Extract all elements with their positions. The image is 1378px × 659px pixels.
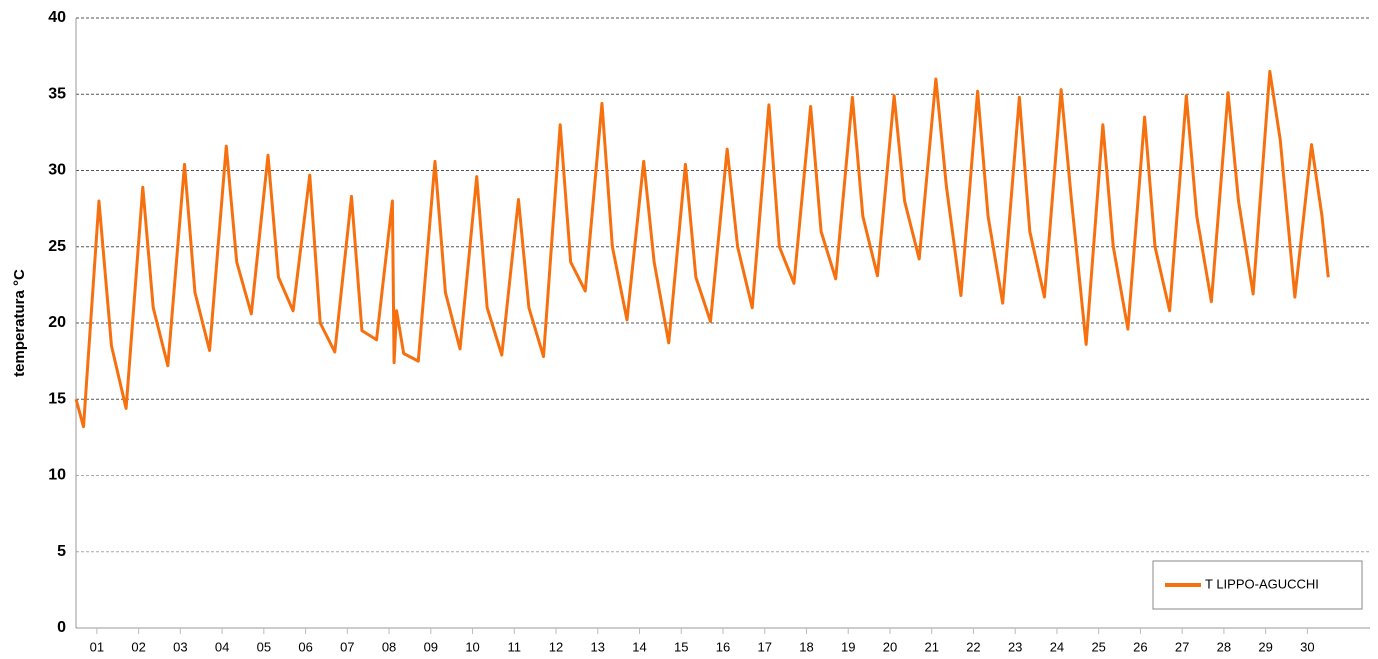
- x-tick-label: 25: [1091, 639, 1105, 654]
- x-tick-label: 16: [716, 639, 730, 654]
- legend-label: T LIPPO-AGUCCHI: [1205, 576, 1319, 591]
- y-tick-label: 40: [48, 9, 66, 26]
- x-tick-label: 19: [841, 639, 855, 654]
- x-tick-label: 27: [1175, 639, 1189, 654]
- x-tick-label: 21: [924, 639, 938, 654]
- x-tick-label: 24: [1050, 639, 1064, 654]
- x-tick-label: 04: [215, 639, 229, 654]
- x-tick-label: 05: [257, 639, 271, 654]
- x-tick-label: 07: [340, 639, 354, 654]
- x-tick-label: 23: [1008, 639, 1022, 654]
- x-tick-label: 13: [591, 639, 605, 654]
- x-tick-label: 12: [549, 639, 563, 654]
- line-series: [74, 69, 1330, 429]
- y-tick-label: 25: [48, 238, 66, 255]
- y-tick-label: 15: [48, 390, 66, 407]
- y-tick-label: 10: [48, 467, 66, 484]
- x-tick-label: 28: [1217, 639, 1231, 654]
- x-tick-label: 18: [799, 639, 813, 654]
- x-tick-label: 09: [424, 639, 438, 654]
- y-tick-label: 20: [48, 314, 66, 331]
- x-tick-label: 29: [1258, 639, 1272, 654]
- x-tick-label: 15: [674, 639, 688, 654]
- x-tick-label: 03: [173, 639, 187, 654]
- y-tick-label: 0: [57, 619, 66, 636]
- x-tick-label: 20: [883, 639, 897, 654]
- x-tick-label: 22: [966, 639, 980, 654]
- y-axis-label: temperatura °C: [11, 269, 28, 377]
- x-tick-label: 30: [1300, 639, 1314, 654]
- y-tick-label: 30: [48, 162, 66, 179]
- y-tick-label: 35: [48, 85, 66, 102]
- x-tick-label: 02: [131, 639, 145, 654]
- x-tick-label: 10: [465, 639, 479, 654]
- x-tick-label: 26: [1133, 639, 1147, 654]
- x-tick-label: 17: [758, 639, 772, 654]
- x-tick-label: 14: [632, 639, 646, 654]
- x-tick-label: 08: [382, 639, 396, 654]
- x-tick-label: 06: [298, 639, 312, 654]
- x-tick-label: 01: [90, 639, 104, 654]
- y-tick-label: 5: [57, 543, 66, 560]
- x-tick-label: 11: [508, 639, 522, 654]
